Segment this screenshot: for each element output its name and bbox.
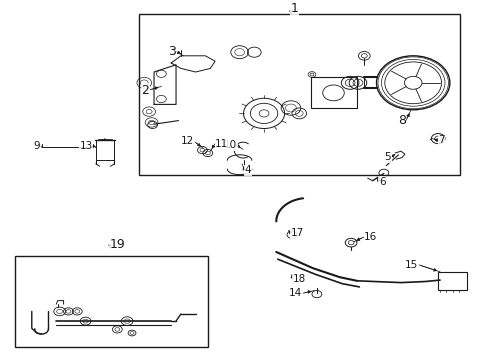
Text: 3: 3 xyxy=(168,45,176,58)
Text: 8: 8 xyxy=(397,114,405,127)
Text: 10: 10 xyxy=(224,140,237,150)
Text: 1: 1 xyxy=(290,3,298,15)
Text: 7: 7 xyxy=(437,135,444,145)
Bar xyxy=(437,272,466,290)
Text: 11: 11 xyxy=(215,139,228,149)
Text: 4: 4 xyxy=(244,165,251,175)
Text: 2: 2 xyxy=(141,84,149,96)
Bar xyxy=(310,77,356,108)
Bar xyxy=(139,14,459,175)
Text: 15: 15 xyxy=(404,260,417,270)
Text: 19: 19 xyxy=(110,238,125,251)
Text: 9: 9 xyxy=(33,141,40,151)
Text: 13: 13 xyxy=(80,141,93,151)
Bar xyxy=(15,256,207,347)
Text: 18: 18 xyxy=(292,274,305,284)
Text: 6: 6 xyxy=(378,177,385,187)
Text: 5: 5 xyxy=(384,152,390,162)
Text: 14: 14 xyxy=(288,288,302,298)
Bar xyxy=(96,140,114,160)
Text: 16: 16 xyxy=(364,232,377,242)
Text: 17: 17 xyxy=(290,228,304,238)
Text: 12: 12 xyxy=(181,136,194,147)
